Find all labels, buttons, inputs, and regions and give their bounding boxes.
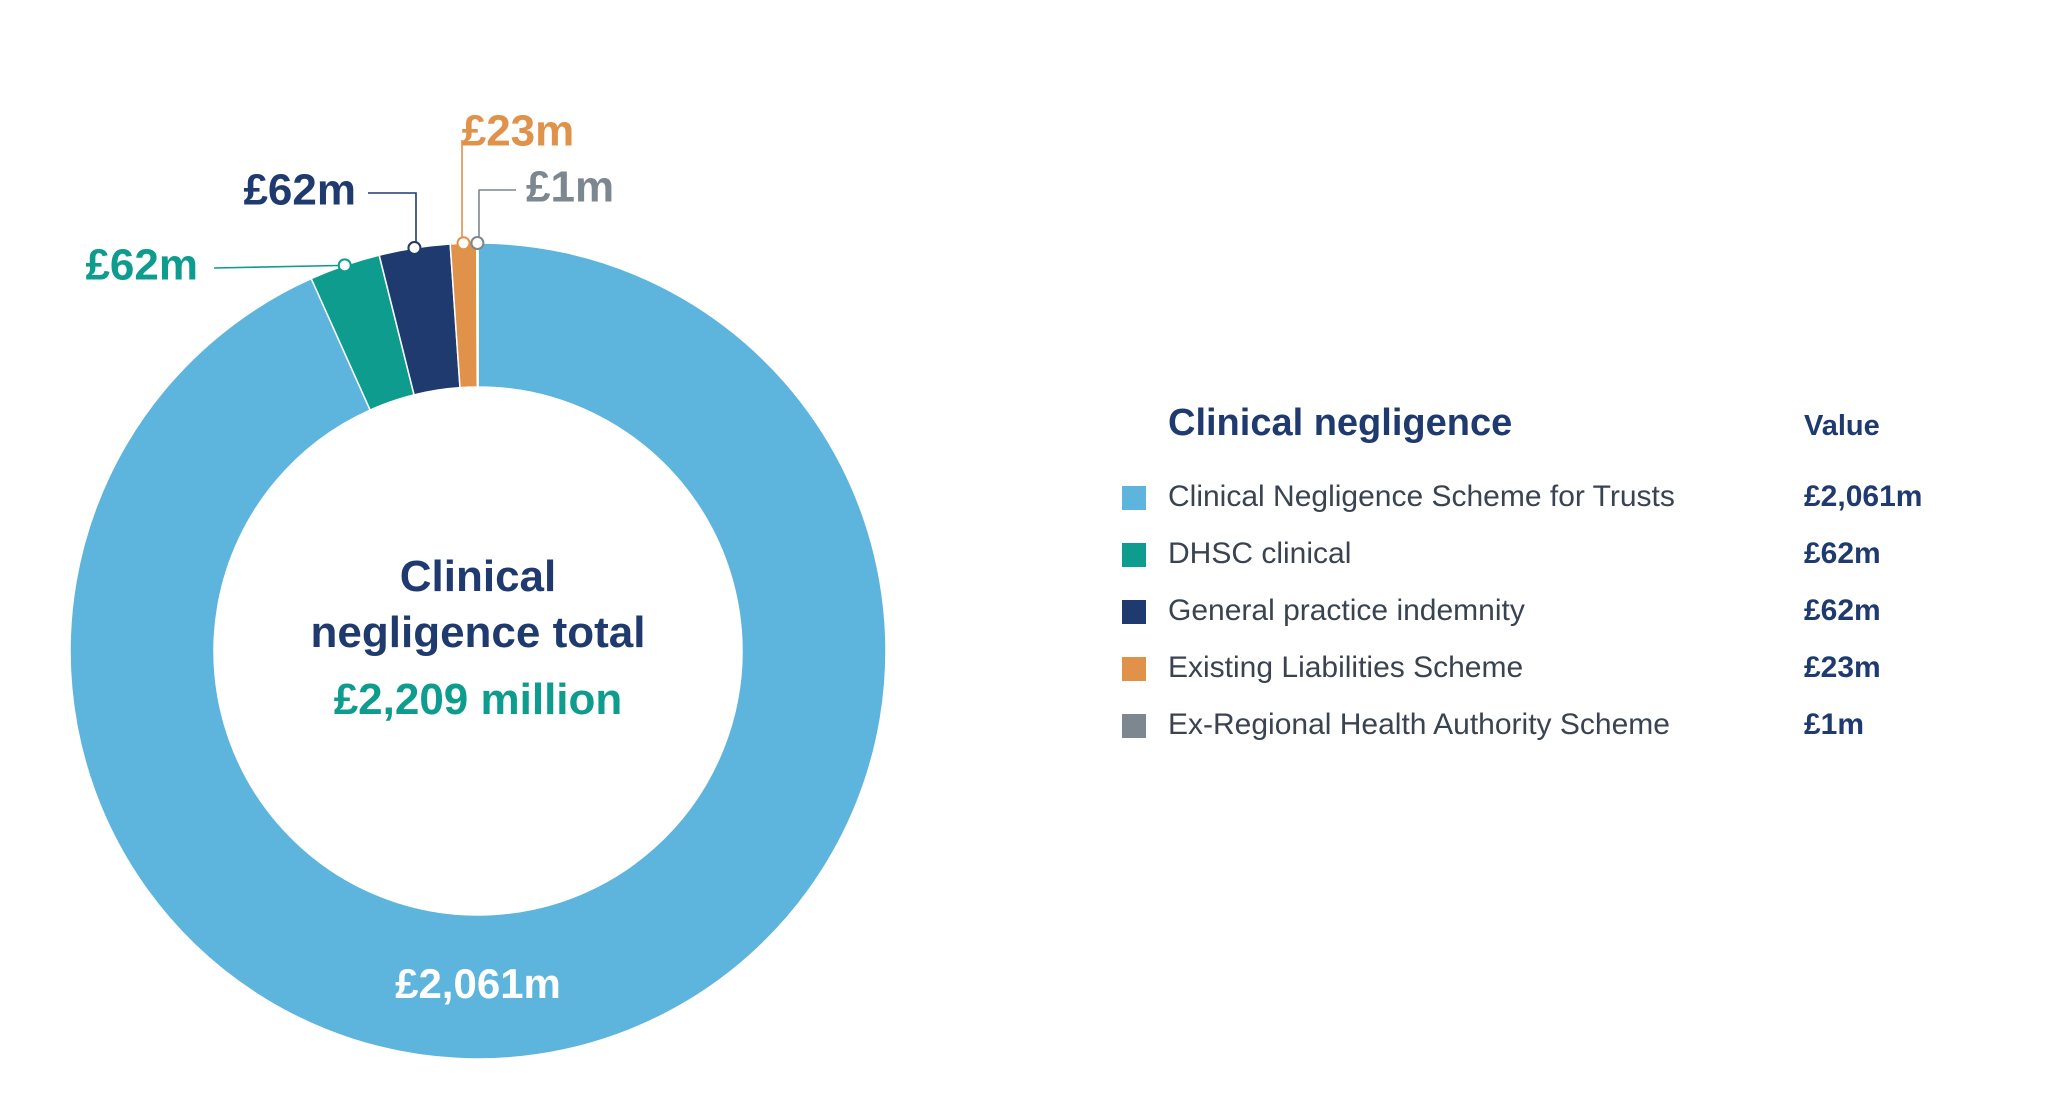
legend-label-cnst: Clinical Negligence Scheme for Trusts [1168, 480, 1675, 513]
legend-label-els: Existing Liabilities Scheme [1168, 651, 1524, 684]
legend-label-gpi: General practice indemnity [1168, 594, 1525, 627]
legend-row-dhsc: DHSC clinical £62m [1118, 525, 1978, 582]
legend-value-gpi: £62m [1804, 594, 1881, 627]
legend-swatch-exrha [1122, 714, 1146, 738]
callout-layer: £2,061m £62m £62m £23m £1m [85, 107, 614, 1007]
legend-value-cnst: £2,061m [1804, 480, 1923, 513]
slice-label-cnst: £2,061m [395, 960, 561, 1007]
legend-header: Clinical negligence Value [1118, 400, 1978, 468]
slice-label-dhsc: £62m [85, 241, 198, 290]
callout-line-dhsc [213, 264, 345, 269]
legend-row-exrha: Ex-Regional Health Authority Scheme £1m [1118, 696, 1978, 753]
legend-swatch-gpi [1122, 600, 1146, 624]
callout-dot-dhsc [337, 258, 352, 273]
slice-label-els: £23m [462, 107, 575, 156]
slice-label-exrha: £1m [526, 163, 614, 212]
legend-row-els: Existing Liabilities Scheme £23m [1118, 639, 1978, 696]
slice-exrha [476, 242, 479, 388]
center-title-line2: negligence total [311, 608, 646, 657]
callout-line-exrha [477, 189, 516, 244]
callout-dot-exrha [470, 236, 485, 251]
legend-row-gpi: General practice indemnity £62m [1118, 582, 1978, 639]
legend-value-dhsc: £62m [1804, 537, 1881, 570]
legend-label-dhsc: DHSC clinical [1168, 537, 1352, 570]
legend-value-header: Value [1804, 410, 1880, 442]
slice-cnst [69, 242, 887, 1060]
legend-value-exrha: £1m [1804, 708, 1865, 741]
callout-dot-els [456, 236, 471, 251]
legend-row-cnst: Clinical Negligence Scheme for Trusts £2… [1118, 468, 1978, 525]
legend-label-exrha: Ex-Regional Health Authority Scheme [1168, 708, 1670, 741]
donut-slices [69, 242, 887, 1060]
callout-dot-gpi [407, 240, 422, 255]
legend-title: Clinical negligence [1168, 402, 1513, 444]
center-total-value: £2,209 million [334, 675, 623, 724]
legend-value-els: £23m [1804, 651, 1881, 684]
legend-swatch-dhsc [1122, 543, 1146, 567]
callout-line-gpi [368, 192, 417, 249]
legend-swatch-els [1122, 657, 1146, 681]
legend: Clinical negligence Value Clinical Negli… [1118, 400, 1978, 753]
legend-swatch-cnst [1122, 486, 1146, 510]
center-title-line1: Clinical [400, 552, 557, 601]
slice-label-gpi: £62m [243, 166, 356, 215]
